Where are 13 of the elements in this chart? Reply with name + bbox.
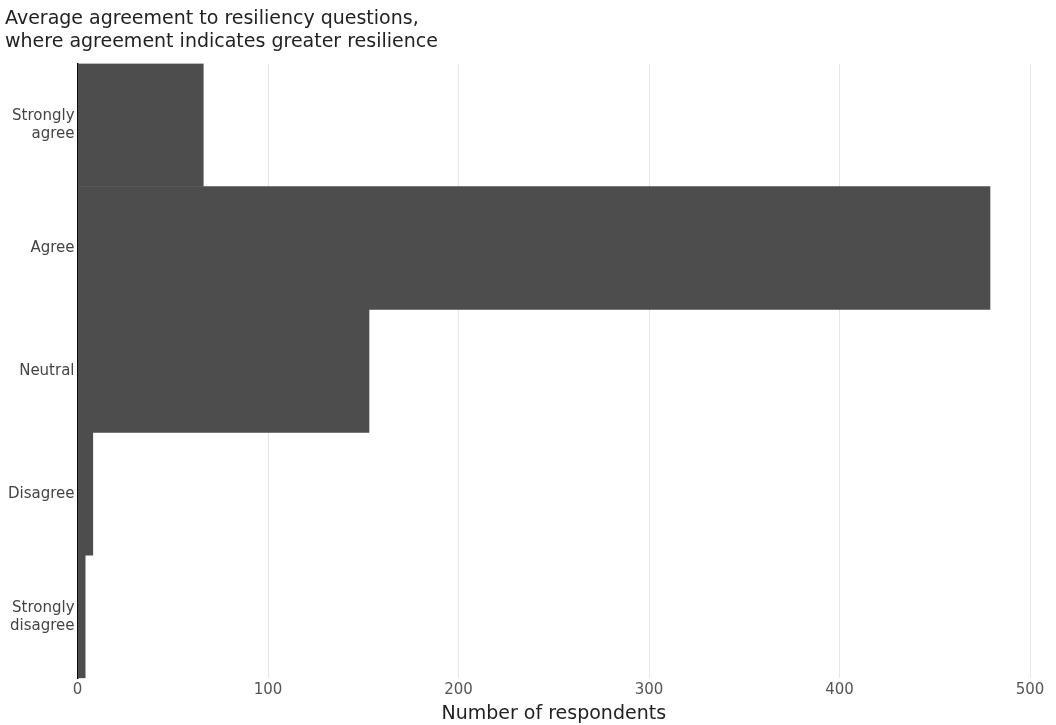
chart-title: Average agreement to resiliency questions, where agreement indicates greater resilience — [5, 6, 438, 52]
y-tick-label: Neutral — [19, 360, 75, 379]
x-tick-label: 100 — [253, 680, 283, 699]
y-tick-label: Disagree — [7, 483, 75, 502]
y-tick-label: Strongly disagree — [10, 597, 75, 634]
x-tick-label: 500 — [1015, 680, 1045, 699]
x-tick-label: 0 — [72, 680, 83, 699]
x-tick-label: 200 — [444, 680, 473, 699]
x-axis-title: Number of respondents — [441, 700, 667, 723]
y-tick-label: Strongly agree — [12, 105, 75, 142]
y-tick-label: Agree — [30, 237, 75, 256]
x-tick-label: 300 — [634, 680, 664, 699]
x-tick-label: 400 — [825, 680, 854, 699]
